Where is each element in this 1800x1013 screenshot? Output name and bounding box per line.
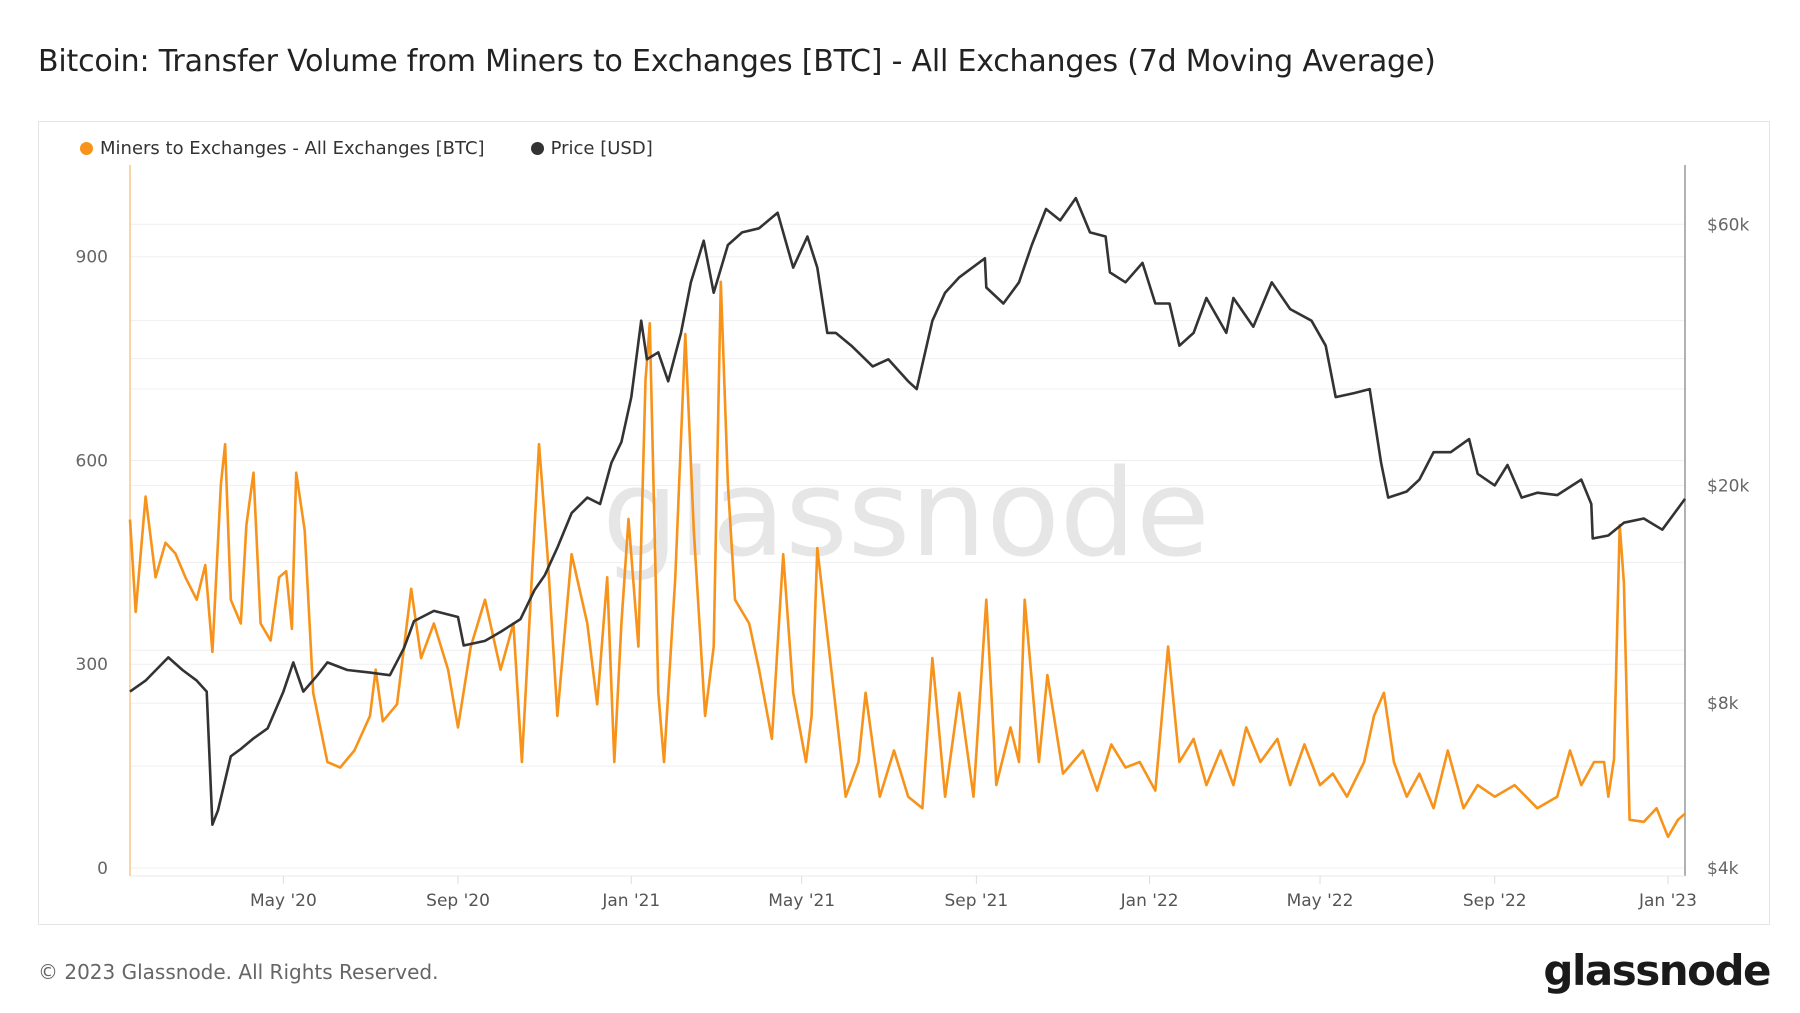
x-tick-label: Jan '21 [601,891,660,911]
legend: Miners to Exchanges - All Exchanges [BTC… [80,138,653,159]
watermark: glassnode [602,445,1210,584]
y-right-tick-label: $8k [1707,694,1739,714]
legend-item-price[interactable]: Price [USD] [530,138,653,159]
x-tick-label: Jan '23 [1638,891,1697,911]
x-tick-label: May '20 [250,891,317,911]
chart-title: Bitcoin: Transfer Volume from Miners to … [38,44,1436,79]
legend-dot-black-icon [530,142,544,155]
copyright: © 2023 Glassnode. All Rights Reserved. [38,960,439,984]
legend-label: Price [USD] [550,138,653,159]
x-tick-label: May '21 [768,891,835,911]
glassnode-logo: glassnode [1543,946,1771,995]
y-left-tick-label: 900 [76,248,108,268]
y-left-tick-label: 0 [97,859,108,879]
chart-frame [38,121,1770,925]
y-right-tick-label: $20k [1707,476,1749,496]
y-right-tick-label: $60k [1707,215,1749,235]
y-left-tick-label: 600 [76,451,108,471]
x-tick-label: Sep '22 [1463,891,1527,911]
x-tick-label: Sep '20 [426,891,490,911]
x-tick-label: Jan '22 [1120,891,1179,911]
x-tick-label: May '22 [1287,891,1354,911]
legend-label: Miners to Exchanges - All Exchanges [BTC… [100,138,485,159]
y-left-tick-label: 300 [76,655,108,675]
y-right-tick-label: $4k [1707,859,1739,879]
x-tick-label: Sep '21 [944,891,1008,911]
legend-item-miners[interactable]: Miners to Exchanges - All Exchanges [BTC… [80,138,485,159]
legend-dot-orange-icon [80,142,93,155]
miners-to-exchanges-line [128,280,1686,839]
